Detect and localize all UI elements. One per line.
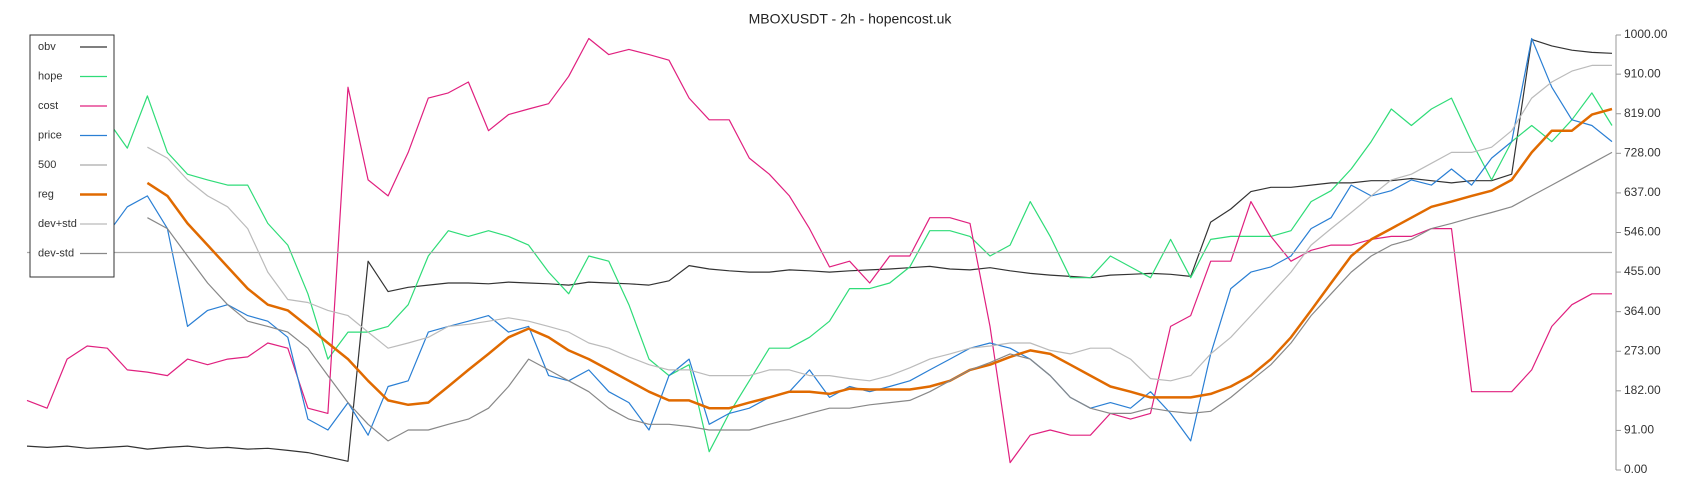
y-tick-label: 182.00 (1624, 383, 1661, 397)
chart-title: MBOXUSDT - 2h - hopencost.uk (749, 11, 953, 27)
series-line (106, 92, 1613, 453)
y-tick-label: 546.00 (1624, 225, 1661, 239)
legend-label: dev+std (38, 218, 77, 230)
y-tick-label: 364.00 (1624, 304, 1661, 318)
y-tick-label: 819.00 (1624, 106, 1661, 120)
y-tick-label: 728.00 (1624, 145, 1661, 159)
legend-label: reg (38, 188, 54, 200)
y-tick-label: 910.00 (1624, 66, 1661, 80)
y-tick-label: 0.00 (1624, 462, 1648, 476)
legend-label: cost (38, 100, 58, 112)
legend-label: hope (38, 70, 62, 82)
legend-box (29, 34, 115, 278)
y-tick-label: 91.00 (1624, 423, 1654, 437)
series-line (146, 107, 1613, 410)
y-tick-label: 637.00 (1624, 185, 1661, 199)
legend-label: price (38, 129, 62, 141)
series-line (26, 38, 1613, 462)
series-line (106, 37, 1613, 442)
legend-label: obv (38, 41, 56, 53)
series-line (147, 151, 1613, 442)
legend-label: 500 (38, 159, 56, 171)
series-line (26, 37, 1612, 464)
legend-label: dev-std (38, 247, 74, 259)
series-line (147, 64, 1612, 382)
y-tick-label: 273.00 (1624, 343, 1661, 357)
y-tick-label: 455.00 (1624, 264, 1661, 278)
y-tick-label: 1000.00 (1624, 27, 1668, 41)
